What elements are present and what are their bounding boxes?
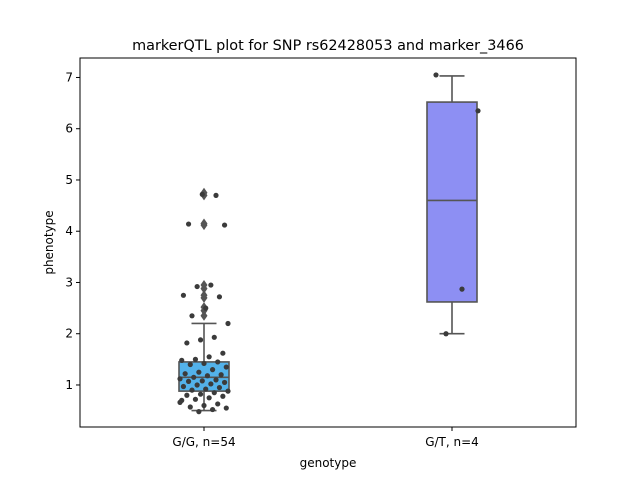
data-point [211, 390, 217, 396]
data-point [204, 373, 211, 379]
outlier-marker [200, 290, 208, 301]
data-point [223, 405, 229, 411]
data-point [221, 222, 228, 228]
data-point [179, 357, 185, 363]
plot-area [177, 72, 481, 415]
data-point [185, 221, 192, 227]
data-point [220, 350, 226, 356]
data-point [208, 381, 214, 387]
y-tick-label: 4 [65, 224, 73, 238]
data-point [209, 406, 216, 413]
plot-frame [79, 57, 577, 428]
data-point [199, 191, 205, 197]
data-point [185, 378, 192, 384]
data-point [199, 378, 205, 384]
outlier-marker [200, 218, 208, 229]
data-point [433, 72, 439, 78]
outlier-marker [200, 280, 208, 291]
outlier-marker [200, 310, 208, 321]
data-point [197, 337, 204, 343]
data-point [201, 402, 207, 409]
data-point [196, 409, 202, 415]
data-point [225, 388, 231, 394]
data-point [184, 392, 190, 398]
data-point [225, 320, 231, 327]
data-point [215, 401, 221, 407]
y-tick-label: 5 [65, 173, 73, 187]
x-tick-label: G/G, n=54 [172, 435, 235, 449]
data-point [215, 359, 221, 365]
y-axis-label: phenotype [42, 210, 56, 274]
data-point [209, 367, 216, 373]
data-point [218, 372, 224, 378]
data-point [216, 294, 223, 300]
data-point [443, 331, 449, 337]
y-tick-label: 7 [65, 70, 73, 84]
data-point [220, 393, 226, 399]
y-tick-label: 3 [65, 275, 73, 289]
data-point [194, 382, 200, 388]
data-point [182, 371, 188, 377]
data-point [213, 192, 219, 198]
data-point [206, 354, 212, 360]
data-point [194, 283, 200, 290]
data-point [187, 404, 193, 410]
data-point [223, 364, 229, 370]
data-point [216, 384, 223, 391]
data-point [221, 379, 228, 386]
data-point [189, 313, 195, 319]
x-axis-label: genotype [300, 456, 357, 470]
data-point [180, 292, 187, 298]
data-point [184, 340, 190, 346]
chart-title: markerQTL plot for SNP rs62428053 and ma… [132, 38, 524, 54]
data-point [203, 305, 209, 311]
data-point [213, 377, 219, 383]
data-point [180, 383, 187, 390]
axes: 1 2 3 4 5 6 7 G/G, n=54 G/T, n=4 [65, 70, 478, 449]
data-point [177, 376, 183, 382]
data-point [191, 374, 197, 380]
y-tick-label: 1 [65, 378, 73, 392]
y-tick-label: 2 [65, 327, 73, 341]
box-1 [426, 101, 478, 303]
data-point [197, 391, 204, 397]
data-point [211, 334, 217, 340]
data-point [203, 386, 209, 392]
data-point [201, 360, 207, 367]
data-point [189, 387, 195, 393]
data-point [206, 395, 212, 401]
data-point [192, 356, 199, 362]
data-point [475, 108, 481, 114]
data-point [459, 286, 465, 292]
data-point [192, 396, 199, 402]
y-tick-label: 6 [65, 122, 73, 136]
data-point [196, 369, 202, 375]
data-point [208, 282, 214, 288]
data-point [187, 361, 193, 368]
x-tick-label: G/T, n=4 [425, 435, 479, 449]
data-point [177, 399, 183, 405]
